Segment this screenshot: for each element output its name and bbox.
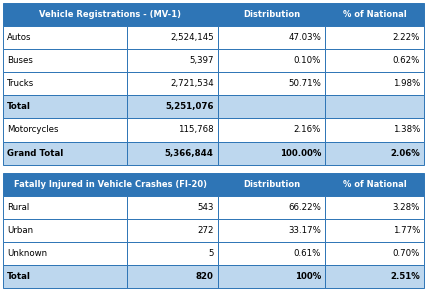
Text: Urban: Urban (7, 226, 33, 235)
Bar (3, 49, 127, 72)
Bar (3, 3, 217, 26)
Bar (217, 118, 324, 141)
Bar (324, 141, 423, 165)
Text: 2.22%: 2.22% (391, 33, 419, 42)
Text: Distribution: Distribution (242, 180, 299, 189)
Text: 47.03%: 47.03% (288, 33, 320, 42)
Bar (127, 72, 217, 95)
Bar (3, 141, 127, 165)
Text: 2.16%: 2.16% (293, 125, 320, 134)
Text: Vehicle Registrations - (MV-1): Vehicle Registrations - (MV-1) (39, 10, 181, 19)
Bar (127, 219, 217, 242)
Text: Total: Total (7, 272, 31, 281)
Text: Buses: Buses (7, 56, 33, 65)
Bar (217, 141, 324, 165)
Bar (217, 173, 324, 196)
Bar (127, 118, 217, 141)
Text: % of National: % of National (342, 10, 406, 19)
Bar (3, 173, 217, 196)
Text: 115,768: 115,768 (178, 125, 213, 134)
Text: Autos: Autos (7, 33, 32, 42)
Bar (127, 141, 217, 165)
Text: 543: 543 (197, 203, 213, 212)
Text: 100.00%: 100.00% (279, 148, 320, 157)
Bar (324, 196, 423, 219)
Text: Grand Total: Grand Total (7, 148, 63, 157)
Text: % of National: % of National (342, 180, 406, 189)
Bar (217, 219, 324, 242)
Bar (127, 196, 217, 219)
Text: 5,366,844: 5,366,844 (164, 148, 213, 157)
Bar (217, 72, 324, 95)
Text: Rural: Rural (7, 203, 29, 212)
Bar (324, 173, 423, 196)
Text: Trucks: Trucks (7, 79, 34, 88)
Text: 5,251,076: 5,251,076 (165, 102, 213, 111)
Bar (324, 242, 423, 265)
Text: Unknown: Unknown (7, 249, 47, 258)
Text: 2.06%: 2.06% (389, 148, 419, 157)
Bar (324, 26, 423, 49)
Bar (324, 118, 423, 141)
Text: Fatally Injured in Vehicle Crashes (FI-20): Fatally Injured in Vehicle Crashes (FI-2… (14, 180, 206, 189)
Text: 2,524,145: 2,524,145 (170, 33, 213, 42)
Bar (3, 242, 127, 265)
Bar (3, 72, 127, 95)
Bar (217, 242, 324, 265)
Bar (3, 95, 127, 118)
Bar (324, 265, 423, 288)
Bar (3, 196, 127, 219)
Text: 0.10%: 0.10% (293, 56, 320, 65)
Bar (3, 219, 127, 242)
Text: 5: 5 (208, 249, 213, 258)
Bar (3, 118, 127, 141)
Bar (127, 49, 217, 72)
Text: 2.51%: 2.51% (389, 272, 419, 281)
Text: 2,721,534: 2,721,534 (170, 79, 213, 88)
Text: 0.61%: 0.61% (293, 249, 320, 258)
Bar (324, 3, 423, 26)
Text: 100%: 100% (294, 272, 320, 281)
Text: Distribution: Distribution (242, 10, 299, 19)
Text: 5,397: 5,397 (189, 56, 213, 65)
Text: 1.38%: 1.38% (391, 125, 419, 134)
Bar (324, 72, 423, 95)
Bar (3, 265, 127, 288)
Text: 33.17%: 33.17% (288, 226, 320, 235)
Text: Motorcycles: Motorcycles (7, 125, 58, 134)
Text: 3.28%: 3.28% (391, 203, 419, 212)
Text: 1.98%: 1.98% (392, 79, 419, 88)
Bar (127, 26, 217, 49)
Bar (217, 49, 324, 72)
Bar (324, 49, 423, 72)
Bar (127, 95, 217, 118)
Text: 1.77%: 1.77% (391, 226, 419, 235)
Bar (217, 3, 324, 26)
Bar (127, 242, 217, 265)
Bar (217, 95, 324, 118)
Text: 272: 272 (197, 226, 213, 235)
Bar (217, 196, 324, 219)
Bar (324, 219, 423, 242)
Text: 0.62%: 0.62% (391, 56, 419, 65)
Text: 820: 820 (196, 272, 213, 281)
Bar (127, 265, 217, 288)
Text: Total: Total (7, 102, 31, 111)
Text: 66.22%: 66.22% (288, 203, 320, 212)
Bar (324, 95, 423, 118)
Bar (3, 26, 127, 49)
Text: 0.70%: 0.70% (391, 249, 419, 258)
Bar (217, 26, 324, 49)
Text: 50.71%: 50.71% (288, 79, 320, 88)
Bar (217, 265, 324, 288)
